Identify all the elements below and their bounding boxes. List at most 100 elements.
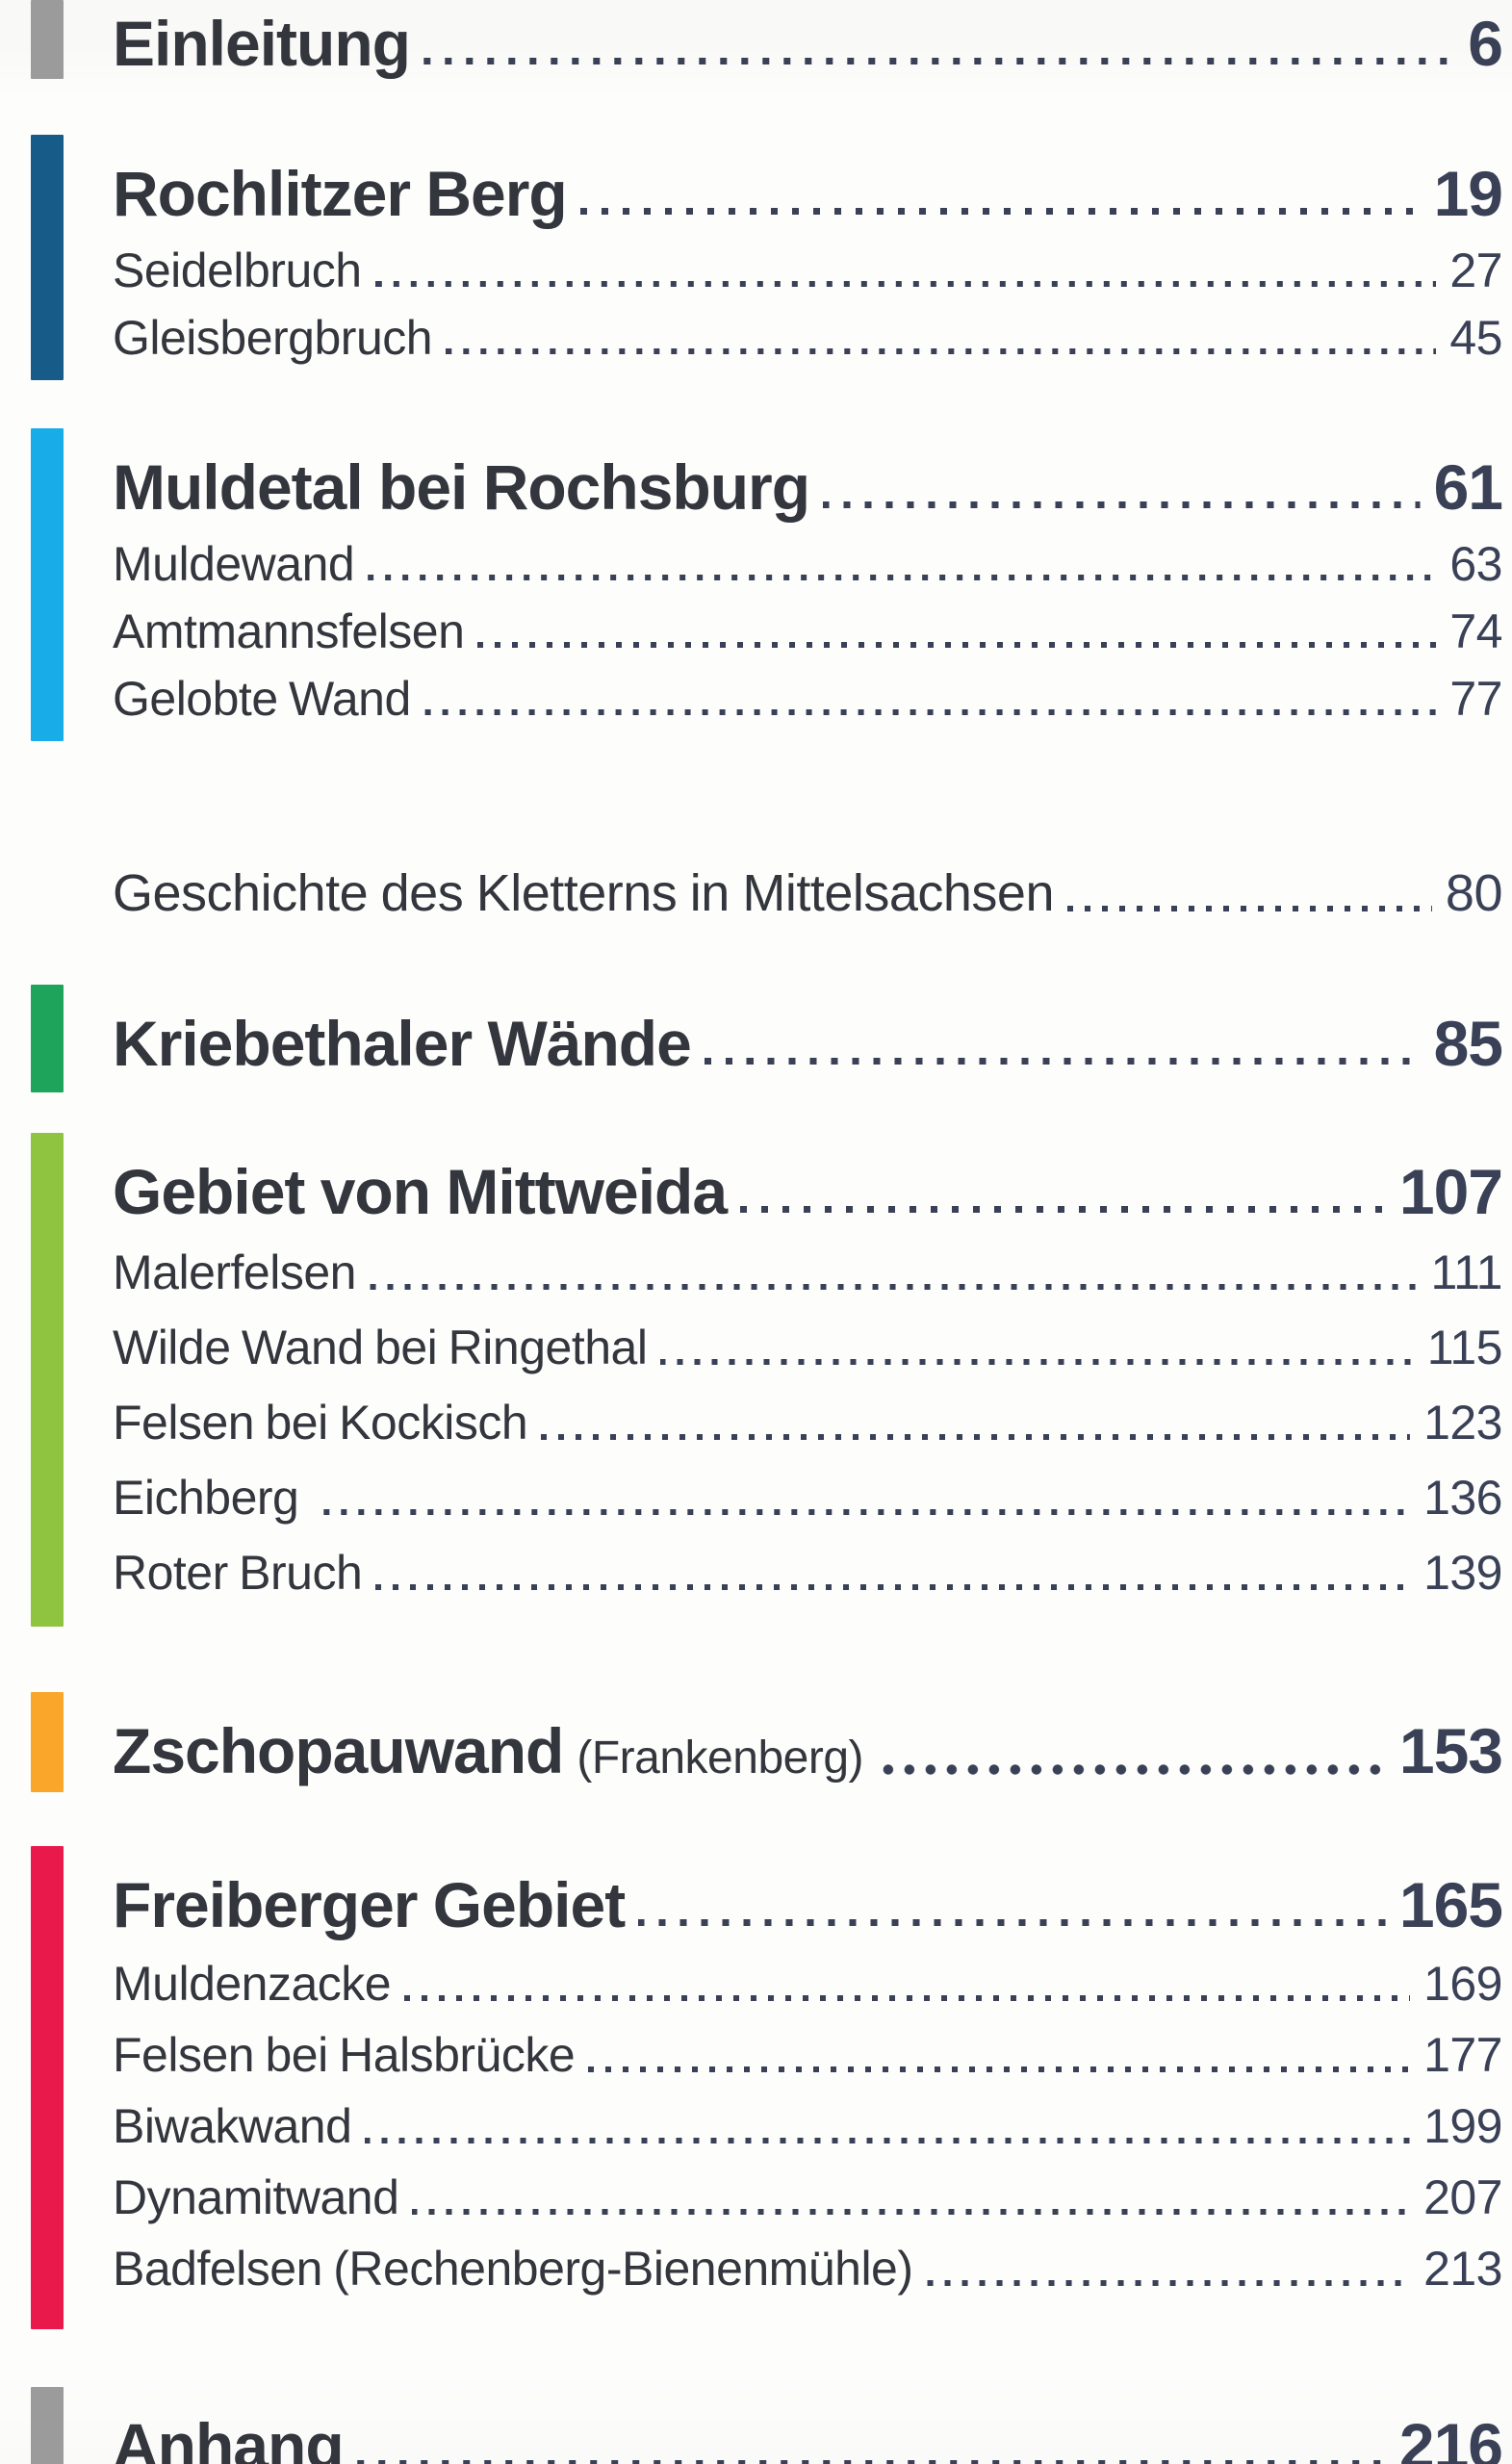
toc-entry-page: 74 — [1449, 604, 1502, 658]
dot-leader — [877, 1764, 1386, 1775]
toc-entry-page: 177 — [1423, 2028, 1502, 2082]
toc-entry-title: Muldewand — [113, 537, 355, 591]
toc-entry: Biwakwand 199 — [113, 2091, 1502, 2162]
dot-leader — [356, 2460, 1386, 2464]
toc-entry: Roter Bruch 139 — [113, 1535, 1502, 1610]
toc-entry-title: Rochlitzer Berg — [113, 158, 568, 229]
toc-entry-page: 6 — [1468, 8, 1503, 79]
section-gebiet-von-mittweida: Gebiet von Mittweida 107 Malerfelsen 111… — [0, 1133, 1512, 1627]
dot-leader — [423, 709, 1437, 715]
dot-leader — [374, 281, 1437, 287]
dot-leader — [1066, 906, 1432, 911]
toc-entry-page: 63 — [1449, 537, 1502, 591]
dot-leader — [375, 1584, 1411, 1590]
toc-entry: Felsen bei Halsbrücke 177 — [113, 2019, 1502, 2091]
toc-entry-title: Malerfelsen — [113, 1245, 356, 1299]
toc-entry-page: 136 — [1423, 1471, 1502, 1525]
toc-entry-page: 85 — [1433, 1008, 1503, 1079]
toc-entry-title: Einleitung — [113, 8, 411, 79]
toc-entry-page: 61 — [1433, 451, 1503, 523]
toc-entry-page: 19 — [1433, 158, 1503, 229]
toc-entry-title: Muldetal bei Rochsburg — [113, 451, 810, 523]
section-color-bar — [31, 135, 64, 380]
dot-leader — [926, 2280, 1411, 2286]
toc-entry-page: 153 — [1398, 1715, 1503, 1786]
section-rochlitzer-berg: Rochlitzer Berg 19 Seidelbruch 27 Gleisb… — [0, 135, 1512, 380]
section-kriebethaler-waende: Kriebethaler Wände 85 — [0, 985, 1512, 1092]
toc-entry-page: 123 — [1423, 1396, 1502, 1450]
toc-entry-title: Kriebethaler Wände — [113, 1008, 692, 1079]
toc-entry: Anhang 216 — [113, 2402, 1503, 2464]
dot-leader — [823, 501, 1421, 508]
dot-leader — [477, 642, 1437, 648]
section-zschopauwand: Zschopauwand (Frankenberg) 153 — [0, 1692, 1512, 1794]
toc-entry-page: 77 — [1449, 672, 1502, 726]
section-color-bar — [31, 428, 64, 741]
toc-entry-page: 216 — [1398, 2410, 1503, 2464]
toc-entry-title: Wilde Wand bei Ringethal — [113, 1321, 648, 1374]
toc-entry: Felsen bei Kockisch 123 — [113, 1385, 1502, 1460]
toc-entry-page: 80 — [1445, 864, 1503, 922]
toc-entry: Freiberger Gebiet 165 — [113, 1861, 1503, 1948]
section-einleitung: Einleitung 6 — [0, 0, 1512, 87]
dot-leader — [368, 575, 1437, 580]
toc-entry-title: Biwakwand — [113, 2099, 352, 2153]
toc-entry: Seidelbruch 27 — [113, 237, 1502, 304]
dot-leader — [579, 208, 1421, 215]
section-geschichte: Geschichte des Kletterns in Mittelsachse… — [0, 847, 1512, 924]
toc-entry-title: Geschichte des Kletterns in Mittelsachse… — [113, 864, 1054, 922]
dot-leader — [365, 2138, 1411, 2143]
toc-entry: Wilde Wand bei Ringethal 115 — [113, 1310, 1503, 1385]
toc-entry: Einleitung 6 — [113, 0, 1503, 87]
section-color-bar — [31, 985, 64, 1092]
dot-leader — [423, 58, 1455, 64]
section-muldetal-bei-rochsburg: Muldetal bei Rochsburg 61 Muldewand 63 A… — [0, 428, 1512, 741]
toc-entry: Rochlitzer Berg 19 — [113, 150, 1503, 237]
toc-entry: Amtmannsfelsen 74 — [113, 598, 1502, 665]
section-color-bar — [31, 1846, 64, 2329]
dot-leader — [322, 1509, 1411, 1515]
toc-entry-title: Gebiet von Mittweida — [113, 1156, 728, 1227]
toc-entry-page: 45 — [1449, 311, 1502, 365]
toc-entry-title: Zschopauwand — [113, 1715, 564, 1786]
toc-entry-title: Muldenzacke — [113, 1957, 392, 2011]
toc-entry: Muldewand 63 — [113, 530, 1502, 598]
dot-leader — [412, 2209, 1411, 2215]
toc-entry-title: Badfelsen (Rechenberg-Bienenmühle) — [113, 2242, 913, 2296]
toc-entry-title: Dynamitwand — [113, 2170, 399, 2224]
toc-entry-page: 213 — [1423, 2242, 1502, 2296]
section-color-bar — [31, 1133, 64, 1627]
toc-entry-title: Gelobte Wand — [113, 672, 411, 726]
toc-entry: Gelobte Wand 77 — [113, 665, 1502, 732]
toc-entry-title: Felsen bei Kockisch — [113, 1396, 528, 1450]
dot-leader — [740, 1206, 1386, 1213]
section-freiberger-gebiet: Freiberger Gebiet 165 Muldenzacke 169 Fe… — [0, 1846, 1512, 2329]
section-color-bar — [31, 0, 64, 79]
toc-entry: Muldenzacke 169 — [113, 1948, 1502, 2019]
toc-entry-page: 169 — [1423, 1957, 1502, 2011]
toc-entry-title: Gleisbergbruch — [113, 311, 433, 365]
dot-leader — [704, 1058, 1421, 1065]
toc-entry-page: 165 — [1398, 1869, 1503, 1940]
toc-entry-title: Anhang — [113, 2410, 345, 2464]
dot-leader — [541, 1434, 1411, 1440]
dot-leader — [446, 348, 1437, 354]
toc-entry-title: Amtmannsfelsen — [113, 604, 465, 658]
toc-entry-page: 207 — [1423, 2170, 1502, 2224]
toc-entry: Eichberg 136 — [113, 1460, 1502, 1535]
toc-entry-title: Seidelbruch — [113, 244, 362, 297]
toc-entry-title: Eichberg — [113, 1471, 310, 1525]
toc-entry: Geschichte des Kletterns in Mittelsachse… — [113, 862, 1503, 924]
toc-entry: Gebiet von Mittweida 107 — [113, 1148, 1503, 1235]
toc-entry-title: Roter Bruch — [113, 1546, 363, 1600]
toc-entry: Zschopauwand (Frankenberg) 153 — [113, 1707, 1503, 1794]
dot-leader — [660, 1359, 1414, 1365]
toc-entry: Malerfelsen 111 — [113, 1235, 1502, 1310]
toc-entry: Dynamitwand 207 — [113, 2162, 1502, 2233]
section-color-bar — [31, 1692, 64, 1792]
toc-entry-title: Felsen bei Halsbrücke — [113, 2028, 576, 2082]
toc-entry-title: Freiberger Gebiet — [113, 1869, 626, 1940]
toc-entry: Badfelsen (Rechenberg-Bienenmühle) 213 — [113, 2233, 1502, 2304]
toc-entry-page: 139 — [1423, 1546, 1502, 1600]
